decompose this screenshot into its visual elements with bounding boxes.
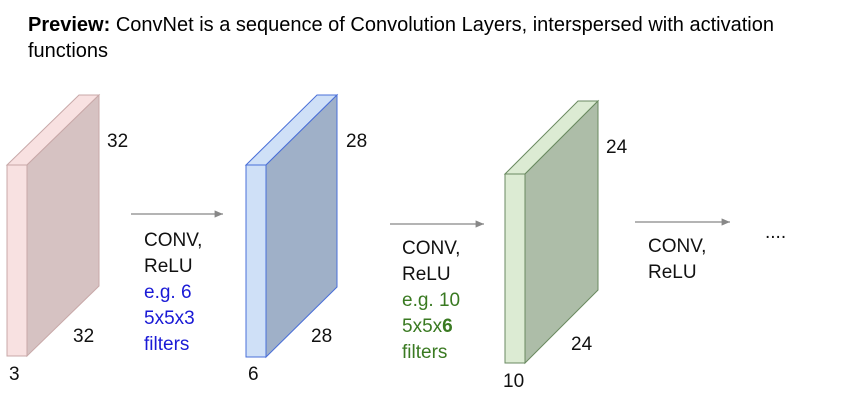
title-text: ConvNet is a sequence of Convolution Lay… bbox=[28, 14, 774, 62]
op2-line2: ReLU bbox=[402, 264, 451, 285]
volume-conv2: 24 24 10 bbox=[503, 99, 628, 392]
op2-example-count: e.g. 10 bbox=[402, 290, 460, 311]
volume-conv1-front bbox=[245, 164, 267, 358]
operation-2: CONV, ReLU e.g. 10 5x5x6 filters bbox=[402, 238, 460, 363]
volume-conv1: 28 28 6 bbox=[244, 93, 367, 385]
op2-example-size: 5x5x6 bbox=[402, 316, 453, 337]
slide-title: Preview: ConvNet is a sequence of Convol… bbox=[28, 12, 828, 64]
volume-input: 32 32 3 bbox=[5, 93, 128, 385]
op3-line2: ReLU bbox=[648, 262, 697, 283]
volume-conv2-width-label: 24 bbox=[606, 137, 628, 158]
volume-input-depth-label: 3 bbox=[9, 364, 20, 385]
volume-conv1-width-label: 28 bbox=[346, 131, 367, 152]
volume-input-side bbox=[26, 93, 100, 358]
volume-conv1-depth-label: 6 bbox=[248, 364, 259, 385]
op2-example-size-prefix: 5x5x bbox=[402, 316, 443, 337]
op3-line1: CONV, bbox=[648, 236, 706, 257]
volume-conv2-front bbox=[504, 173, 526, 364]
volume-conv1-height-label: 28 bbox=[311, 326, 332, 347]
op2-line1: CONV, bbox=[402, 238, 460, 259]
volume-input-front bbox=[6, 164, 28, 357]
op1-example-filters: filters bbox=[144, 334, 189, 355]
operation-1: CONV, ReLU e.g. 6 5x5x3 filters bbox=[144, 230, 202, 355]
op1-example-count: e.g. 6 bbox=[144, 282, 192, 303]
volume-conv2-side bbox=[524, 99, 599, 365]
title-bold: Preview: bbox=[28, 14, 111, 36]
operation-3: CONV, ReLU bbox=[648, 236, 706, 283]
ellipsis: .... bbox=[765, 222, 786, 243]
volume-conv2-depth-label: 10 bbox=[503, 371, 524, 392]
volume-conv2-height-label: 24 bbox=[571, 334, 593, 355]
op1-example-size: 5x5x3 bbox=[144, 308, 195, 329]
op2-example-filters: filters bbox=[402, 342, 447, 363]
op2-example-size-depth: 6 bbox=[442, 316, 453, 337]
volume-input-height-label: 32 bbox=[73, 326, 94, 347]
op1-line2: ReLU bbox=[144, 256, 193, 277]
op1-line1: CONV, bbox=[144, 230, 202, 251]
volume-input-width-label: 32 bbox=[107, 131, 128, 152]
